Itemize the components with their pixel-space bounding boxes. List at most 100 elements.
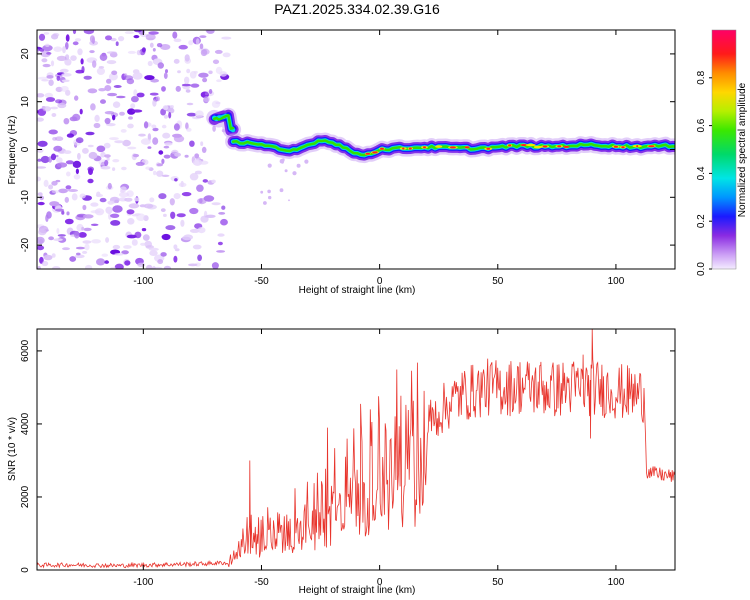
- noise-blob: [79, 193, 86, 199]
- noise-blob: [98, 66, 105, 69]
- noise-blob: [136, 92, 145, 98]
- noise-blob: [152, 137, 159, 145]
- noise-blob: [60, 85, 69, 92]
- noise-blob: [65, 34, 70, 42]
- noise-blob: [112, 205, 123, 213]
- noise-blob: [184, 76, 190, 85]
- noise-blob: [37, 158, 42, 162]
- noise-blob: [132, 72, 143, 80]
- ridge-hotspot-red: [408, 147, 412, 150]
- noise-blob: [124, 31, 135, 34]
- noise-blob: [165, 69, 168, 74]
- noise-blob: [151, 124, 157, 129]
- noise-blob: [63, 118, 70, 125]
- noise-blob: [216, 250, 226, 253]
- noise-blob: [173, 244, 178, 250]
- noise-blob: [107, 92, 118, 97]
- noise-blob: [214, 49, 223, 54]
- noise-blob: [106, 51, 117, 54]
- noise-blob: [45, 97, 56, 102]
- noise-blob: [139, 48, 146, 56]
- noise-blob: [190, 83, 200, 88]
- ridge-green-upper: [212, 114, 235, 130]
- noise-blob: [61, 73, 72, 77]
- noise-blob: [81, 226, 85, 231]
- noise-blob: [211, 100, 221, 108]
- spectrogram-ytick-label: 20: [20, 48, 31, 60]
- noise-blob: [217, 233, 225, 237]
- noise-blob: [55, 208, 65, 212]
- noise-blob: [45, 43, 50, 47]
- noise-speck: [279, 188, 284, 193]
- noise-blob: [189, 207, 199, 215]
- noise-blob: [82, 147, 89, 154]
- noise-blob: [144, 240, 152, 248]
- noise-blob: [65, 185, 72, 190]
- noise-blob: [43, 179, 49, 187]
- noise-blob: [197, 227, 206, 234]
- noise-blob: [89, 50, 95, 54]
- noise-blob: [208, 89, 213, 94]
- noise-blob: [94, 114, 100, 122]
- noise-blob: [96, 258, 106, 266]
- noise-blob: [185, 122, 189, 130]
- colorbar-frame: [711, 29, 737, 270]
- noise-blob: [37, 93, 45, 98]
- noise-blob: [161, 124, 167, 129]
- noise-blob: [155, 96, 160, 102]
- colorbar-tick-label: 0.0: [696, 262, 707, 276]
- noise-blob: [124, 260, 131, 266]
- noise-blob: [105, 206, 113, 214]
- noise-blob: [37, 76, 48, 80]
- noise-blob: [93, 122, 101, 129]
- noise-blob: [109, 137, 119, 141]
- noise-blob: [111, 70, 118, 76]
- noise-blob: [55, 99, 63, 104]
- noise-blob: [105, 237, 110, 243]
- noise-blob: [136, 49, 142, 56]
- noise-blob: [206, 30, 215, 34]
- noise-blob: [119, 111, 125, 116]
- noise-blob: [182, 235, 193, 241]
- spectrogram-xlabel: Height of straight line (km): [299, 285, 416, 296]
- noise-blob: [78, 232, 87, 238]
- noise-blob: [180, 180, 184, 188]
- noise-blob: [90, 210, 101, 214]
- noise-blob: [99, 197, 107, 203]
- colorbar-label: Normalized spectral amplitude: [737, 82, 748, 217]
- noise-blob: [127, 123, 134, 129]
- noise-blob: [162, 105, 169, 111]
- noise-blob: [201, 146, 207, 153]
- noise-blob: [50, 106, 59, 110]
- noise-blob: [188, 263, 198, 267]
- noise-blob: [106, 60, 117, 65]
- noise-speck: [281, 161, 284, 164]
- spectrogram-ridge: [206, 107, 675, 205]
- noise-blob: [202, 77, 208, 83]
- noise-blob: [84, 243, 90, 251]
- noise-blob: [149, 197, 155, 203]
- snr-ytick-label: 0: [20, 567, 31, 573]
- noise-blob: [192, 244, 202, 250]
- noise-blob: [181, 192, 192, 197]
- noise-blob: [217, 241, 223, 246]
- noise-blob: [59, 68, 69, 73]
- noise-blob: [52, 137, 57, 141]
- noise-blob: [53, 238, 63, 242]
- noise-blob: [37, 166, 47, 169]
- noise-blob: [110, 220, 121, 226]
- noise-blob: [163, 265, 172, 269]
- noise-blob: [37, 236, 45, 245]
- noise-blob: [140, 138, 151, 145]
- noise-blob: [173, 123, 180, 131]
- noise-blob: [113, 85, 122, 88]
- snr-ytick-label: 4000: [20, 412, 31, 435]
- noise-blob: [160, 208, 166, 213]
- noise-blob: [82, 250, 88, 254]
- noise-blob: [55, 154, 59, 158]
- noise-blob: [186, 127, 192, 132]
- noise-blob: [90, 223, 99, 226]
- noise-blob: [133, 35, 140, 39]
- noise-blob: [65, 160, 74, 165]
- noise-blob: [164, 142, 173, 146]
